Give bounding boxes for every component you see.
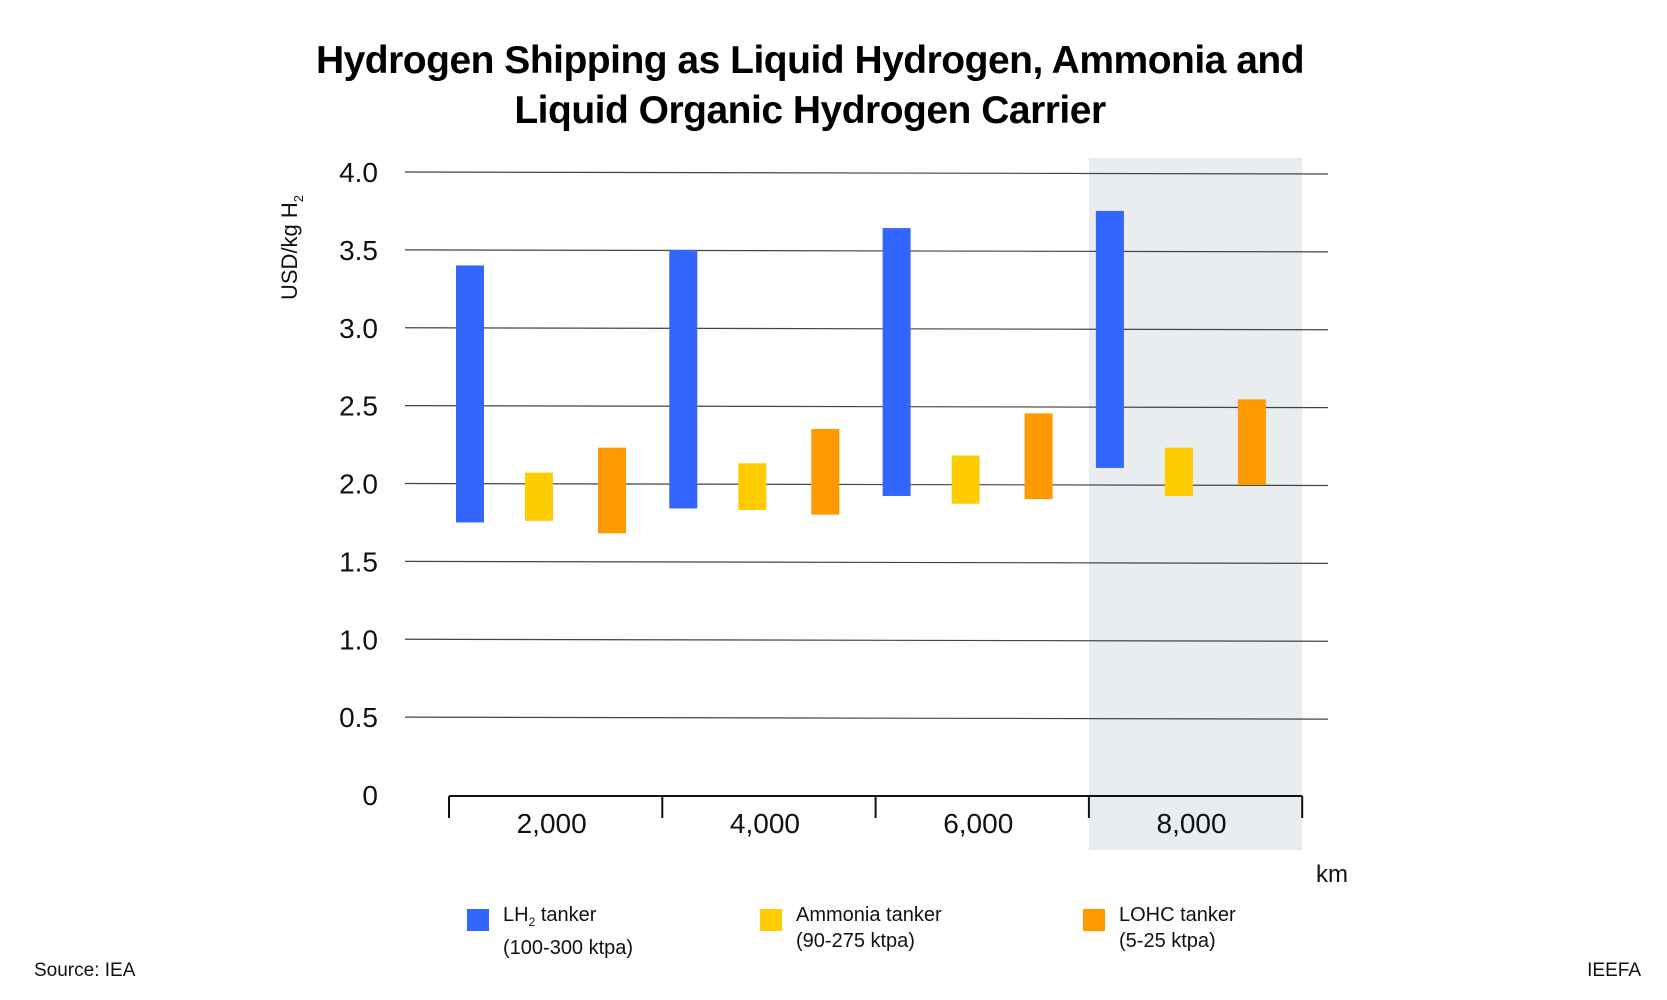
bar-lohc	[1237, 399, 1266, 486]
legend-item-lohc: LOHC tanker (5-25 ktpa)	[1083, 902, 1236, 954]
legend-label-b: tanker	[535, 904, 597, 926]
x-axis-label: km	[1316, 861, 1348, 888]
legend-item-ammonia: Ammonia tanker (90-275 ktpa)	[760, 902, 942, 954]
legend-label-2: (90-275 ktpa)	[796, 930, 915, 952]
legend-label: LH	[503, 904, 529, 926]
source-note: Source: IEA	[34, 960, 136, 981]
x-tick-label: 4,000	[730, 808, 800, 839]
legend-label: LOHC tanker	[1119, 904, 1236, 926]
bar-ammonia	[738, 463, 767, 510]
bar-lh2	[456, 265, 484, 523]
gridline	[404, 638, 1329, 642]
y-tick-label: 1.5	[339, 546, 378, 577]
y-axis-label-sub: 2	[291, 195, 306, 202]
y-tick-label: 0.5	[339, 702, 378, 733]
y-tick-label: 2.5	[339, 391, 378, 422]
y-tick-label: 3.0	[339, 313, 378, 344]
y-tick-label: 1.0	[339, 624, 378, 655]
chart-title: Hydrogen Shipping as Liquid Hydrogen, Am…	[0, 36, 1620, 136]
gridline	[404, 560, 1329, 564]
bar-lohc	[598, 447, 626, 534]
y-tick-label: 4.0	[339, 157, 378, 188]
y-tick-label: 3.5	[339, 235, 378, 266]
title-line-2: Liquid Organic Hydrogen Carrier	[514, 89, 1106, 132]
brand-label: IEEFA	[1587, 960, 1641, 981]
y-tick-label: 0	[362, 780, 378, 811]
legend-label-2: (5-25 ktpa)	[1119, 930, 1216, 952]
bar-ammonia	[525, 472, 553, 521]
bar-lohc	[811, 428, 840, 515]
title-line-1: Hydrogen Shipping as Liquid Hydrogen, Am…	[315, 39, 1305, 82]
x-tick-label: 2,000	[517, 808, 587, 839]
bar-lohc	[1024, 413, 1053, 500]
bar-lh2	[1095, 210, 1124, 468]
legend-swatch-lh2	[467, 909, 489, 931]
gridline	[404, 716, 1329, 720]
legend-item-lh2: LH2 tanker (100-300 ktpa)	[467, 902, 633, 961]
x-tick-label: 8,000	[1157, 808, 1227, 839]
gridline	[404, 405, 1329, 409]
legend-label: Ammonia tanker	[796, 904, 942, 926]
y-tick-label: 2.0	[339, 469, 378, 500]
bar-ammonia	[951, 455, 980, 504]
x-tick-label: 6,000	[943, 808, 1013, 839]
legend-label-2: (100-300 ktpa)	[503, 937, 634, 959]
highlight-band	[1088, 158, 1303, 850]
bar-lh2	[669, 249, 698, 509]
y-axis-label: USD/kg H2	[277, 195, 306, 300]
gridline	[404, 327, 1329, 331]
gridline	[404, 171, 1329, 175]
legend-label-sub: 2	[528, 915, 536, 929]
legend-swatch-lohc	[1083, 909, 1105, 931]
gridline	[404, 249, 1329, 253]
bar-ammonia	[1164, 447, 1193, 496]
legend-swatch-ammonia	[760, 909, 782, 931]
bar-lh2	[882, 228, 911, 496]
